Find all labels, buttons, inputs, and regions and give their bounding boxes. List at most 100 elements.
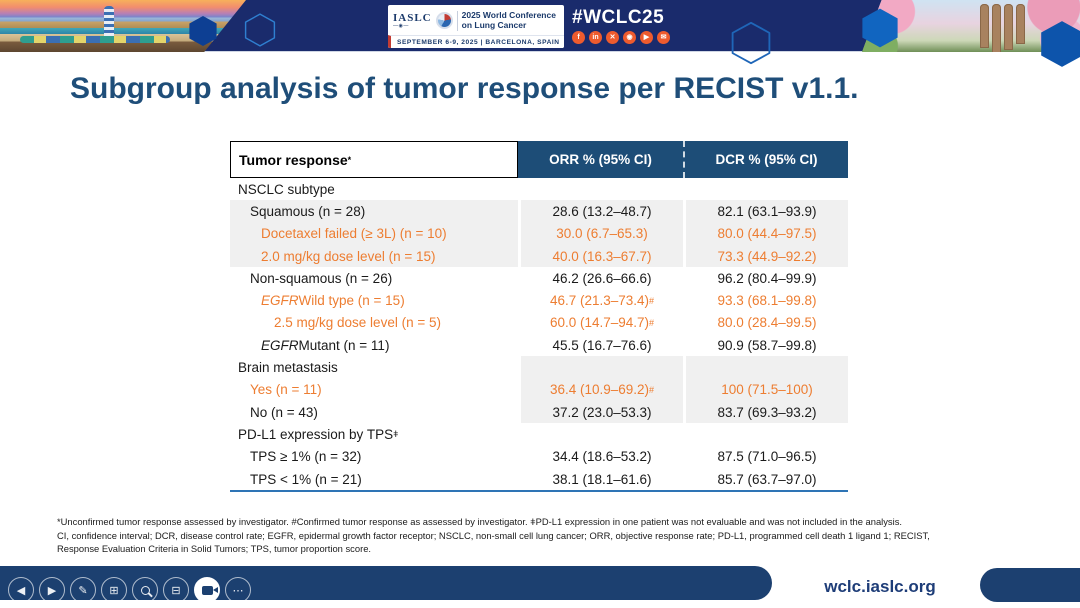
share-icon[interactable]: ✉ <box>657 31 670 44</box>
header-dcr: DCR % (95% CI) <box>683 141 848 178</box>
orr-value: 30.0 (6.7–65.3) <box>518 222 683 245</box>
orr-value: 46.7 (21.3–73.4) # <box>518 289 683 312</box>
orr-value: 40.0 (16.3–67.7) <box>518 244 683 268</box>
iaslc-logo: IASLC <box>393 11 432 24</box>
dcr-value: 87.5 (71.0–96.5) <box>683 445 848 468</box>
dcr-value: 82.1 (63.1–93.9) <box>683 200 848 223</box>
dcr-value: 85.7 (63.7–97.0) <box>683 467 848 491</box>
orr-value <box>518 178 683 201</box>
top-banner: IASLC —◉— 2025 World Conference on Lung … <box>0 0 1080 67</box>
conference-date-location: SEPTEMBER 6-9, 2025 | BARCELONA, SPAIN <box>388 35 564 48</box>
dcr-value: 93.3 (68.1–99.8) <box>683 289 848 312</box>
table-row: 2.0 mg/kg dose level (n = 15) 40.0 (16.3–… <box>230 244 848 268</box>
previous-slide-button[interactable]: ◀ <box>8 577 34 603</box>
linkedin-icon[interactable]: in <box>589 31 602 44</box>
dcr-value: 83.7 (69.3–93.2) <box>683 400 848 424</box>
dcr-value: 100 (71.5–100) <box>683 378 848 401</box>
conference-logo-box: IASLC —◉— 2025 World Conference on Lung … <box>388 5 564 48</box>
orr-value: 46.2 (26.6–66.6) <box>518 267 683 290</box>
table-row: Yes (n = 11) 36.4 (10.9–69.2) #100 (71.5–1… <box>230 378 848 401</box>
dcr-value <box>683 423 848 446</box>
youtube-icon[interactable]: ▶ <box>640 31 653 44</box>
orr-value: 38.1 (18.1–61.6) <box>518 467 683 491</box>
row-label: Docetaxel failed (≥ 3L) (n = 10) <box>230 222 518 245</box>
zoom-tool-button[interactable] <box>132 577 158 603</box>
dcr-value: 73.3 (44.9–92.2) <box>683 244 848 268</box>
conference-name-line1: 2025 World Conference <box>461 10 556 20</box>
all-slides-button[interactable]: ⊞ <box>101 577 127 603</box>
table-row: PD-L1 expression by TPS ǂ <box>230 423 848 446</box>
header-orr: ORR % (95% CI) <box>518 141 683 178</box>
next-slide-button[interactable]: ▶ <box>39 577 65 603</box>
cathedral-tower <box>1016 4 1025 44</box>
dcr-value: 80.0 (44.4–97.5) <box>683 222 848 245</box>
row-label: Yes (n = 11) <box>250 382 322 398</box>
row-label: Brain metastasis <box>238 360 338 376</box>
conference-hashtag: #WCLC25 <box>572 7 665 28</box>
row-label: TPS ≥ 1% (n = 32) <box>250 449 362 465</box>
iaslc-logo-flourish: —◉— <box>393 22 409 29</box>
hexagon-decoration <box>1041 21 1080 67</box>
table-row: 2.5 mg/kg dose level (n = 5) 60.0 (14.7–9… <box>230 311 848 335</box>
logo-divider <box>456 10 458 31</box>
table-bottom-border <box>230 490 848 493</box>
footer-navy-bar <box>0 566 772 600</box>
table-row: EGFR Wild type (n = 15) 46.7 (21.3–73.4) #… <box>230 289 848 312</box>
social-icons-row: f in ✕ ◉ ▶ ✉ <box>572 31 670 44</box>
x-twitter-icon[interactable]: ✕ <box>606 31 619 44</box>
table-row: No (n = 43) 37.2 (23.0–53.3) 83.7 (69.3–93… <box>230 400 848 424</box>
orr-value: 45.5 (16.7–76.6) <box>518 334 683 357</box>
table-row: TPS ≥ 1% (n = 32) 34.4 (18.6–53.2) 87.5 (7… <box>230 445 848 468</box>
orr-value: 34.4 (18.6–53.2) <box>518 445 683 468</box>
conference-website-url: wclc.iaslc.org <box>824 577 936 596</box>
conference-name-line2: on Lung Cancer <box>461 19 527 30</box>
footnote-line: *Unconfirmed tumor response assessed by … <box>57 516 902 527</box>
dcr-value: 90.9 (58.7–99.8) <box>683 334 848 357</box>
footnotes-block: *Unconfirmed tumor response assessed by … <box>57 515 1052 556</box>
hexagon-decoration <box>862 8 898 48</box>
cathedral-tower <box>980 4 989 48</box>
mosaic-bench-shape <box>20 36 170 43</box>
row-label: No (n = 43) <box>250 404 318 420</box>
dcr-value <box>683 178 848 201</box>
subtitles-button[interactable]: ⊟ <box>163 577 189 603</box>
header-tumor-response-label: Tumor response <box>239 151 348 168</box>
orr-value: 28.6 (13.2–48.7) <box>518 200 683 223</box>
video-camera-icon <box>201 585 218 595</box>
orr-value <box>518 423 683 446</box>
row-label: 2.5 mg/kg dose level (n = 5) <box>274 315 441 331</box>
dcr-value: 80.0 (28.4–99.5) <box>683 311 848 335</box>
tumor-response-table: Tumor response * ORR % (95% CI) DCR % (95… <box>230 141 848 493</box>
footnote-line: CI, confidence interval; DCR, disease co… <box>57 529 930 541</box>
row-label: Squamous (n = 28) <box>230 200 518 223</box>
table-row: Non-squamous (n = 26) 46.2 (26.6–66.6) 96.… <box>230 267 848 290</box>
row-label: TPS < 1% (n = 21) <box>250 471 362 487</box>
orr-value: 60.0 (14.7–94.7) # <box>518 311 683 335</box>
orr-value: 36.4 (10.9–69.2) # <box>518 378 683 401</box>
pen-tool-button[interactable]: ✎ <box>70 577 96 603</box>
row-label: EGFR Mutant (n = 11) <box>261 337 390 353</box>
table-row: NSCLC subtype <box>230 178 848 201</box>
table-row: EGFR Mutant (n = 11) 45.5 (16.7–76.6) 90.9… <box>230 334 848 357</box>
dcr-value: 96.2 (80.4–99.9) <box>683 267 848 290</box>
orr-value: 37.2 (23.0–53.3) <box>518 400 683 424</box>
hexagon-decoration <box>189 16 217 46</box>
facebook-icon[interactable]: f <box>572 31 585 44</box>
magnifier-icon <box>140 585 150 595</box>
row-label: EGFR Wild type (n = 15) <box>261 293 405 309</box>
cathedral-tower <box>992 4 1001 52</box>
row-label: NSCLC subtype <box>238 181 335 197</box>
table-row: TPS < 1% (n = 21) 38.1 (18.1–61.6) 85.7 (6… <box>230 467 848 491</box>
footnote-line: Response Evaluation Criteria in Solid Tu… <box>57 543 372 554</box>
cathedral-tower <box>1004 4 1013 50</box>
table-row: Brain metastasis <box>230 356 848 379</box>
more-options-button[interactable]: ⋯ <box>225 577 251 603</box>
header-tumor-response: Tumor response * <box>230 141 518 178</box>
footer-right-navy-block <box>980 568 1080 602</box>
row-label: Non-squamous (n = 26) <box>250 270 393 286</box>
table-header-row: Tumor response * ORR % (95% CI) DCR % (95… <box>230 141 848 178</box>
instagram-icon[interactable]: ◉ <box>623 31 636 44</box>
camera-button[interactable] <box>194 577 220 603</box>
hexagon-outline-decoration <box>731 21 771 65</box>
wclc-emblem-icon <box>435 12 453 29</box>
